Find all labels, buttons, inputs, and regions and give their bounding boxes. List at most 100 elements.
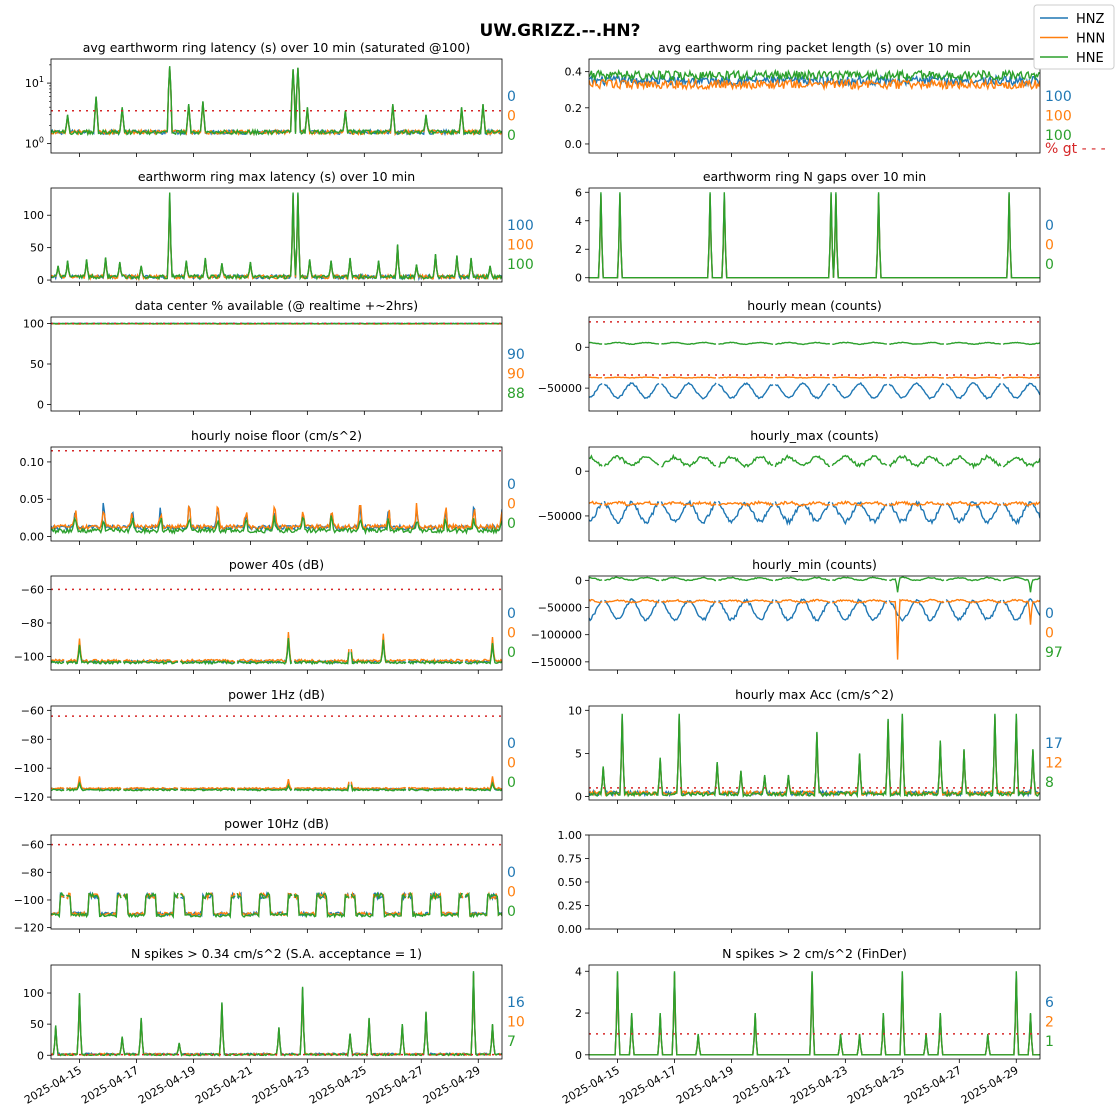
pct-label-HNE: 0 bbox=[507, 516, 516, 532]
pct-label-HNN: 0 bbox=[507, 109, 516, 125]
panel-title: earthworm ring N gaps over 10 min bbox=[703, 169, 926, 184]
x-tick-label: 2025-04-27 bbox=[364, 1064, 426, 1107]
pct-label-HNN: 10 bbox=[507, 1015, 525, 1031]
y-tick-label: 0 bbox=[575, 272, 582, 285]
y-tick-label: −50000 bbox=[538, 382, 582, 395]
panel-p13: 0.00 0.25 0.50 0.75 1.00 bbox=[558, 829, 1041, 936]
pct-label-HNE: 7 bbox=[507, 1034, 516, 1050]
y-tick-label: 50 bbox=[30, 358, 44, 371]
legend: HNZ HNN HNE bbox=[1033, 4, 1115, 70]
y-tick-label: 0.50 bbox=[558, 876, 583, 889]
panel-title: hourly_max (counts) bbox=[750, 428, 879, 443]
panel-title: N spikes > 0.34 cm/s^2 (S.A. acceptance … bbox=[131, 946, 422, 961]
y-tick-label: −80 bbox=[21, 617, 44, 630]
panels: avg earthworm ring latency (s) over 10 m… bbox=[14, 40, 1072, 1107]
y-tick-label: 0.10 bbox=[20, 456, 45, 469]
plot-area bbox=[589, 68, 1040, 91]
series-line-HNE bbox=[589, 341, 1040, 346]
series-line-HNE bbox=[51, 515, 502, 536]
plot-area bbox=[589, 192, 1040, 279]
x-tick-label: 2025-04-21 bbox=[193, 1064, 255, 1107]
panel-p5: hourly mean (counts) −50000 0 bbox=[538, 298, 1041, 415]
y-tick-label: 0.05 bbox=[20, 493, 45, 506]
plot-area bbox=[589, 453, 1040, 526]
y-tick-label: 100 bbox=[23, 317, 44, 330]
panel-frame bbox=[50, 58, 503, 154]
panel-frame bbox=[588, 187, 1041, 283]
series-line-HNN bbox=[51, 974, 502, 1058]
pct-label-HNZ: 0 bbox=[507, 606, 516, 622]
pct-label-HNN: 12 bbox=[1045, 756, 1063, 772]
series-line-HNN bbox=[589, 77, 1040, 91]
y-tick-label: 2 bbox=[575, 243, 582, 256]
y-tick-label: 0 bbox=[575, 341, 582, 354]
y-tick-label: 0.4 bbox=[565, 66, 583, 79]
y-tick-label: −100000 bbox=[531, 629, 582, 642]
panel-title: avg earthworm ring latency (s) over 10 m… bbox=[83, 40, 470, 55]
panel-frame bbox=[50, 446, 503, 542]
panel-p4: data center % available (@ realtime +~2h… bbox=[23, 298, 525, 415]
plot-area bbox=[589, 713, 1040, 799]
y-tick-label: 0 bbox=[37, 399, 44, 412]
panel-frame bbox=[50, 964, 503, 1060]
series-line-HNN bbox=[51, 502, 502, 532]
series-line-HNE bbox=[51, 192, 502, 282]
x-tick-label: 2025-04-25 bbox=[307, 1064, 369, 1107]
panel-frame bbox=[50, 187, 503, 283]
y-tick-label: −80 bbox=[21, 866, 44, 879]
pct-label-HNN: 90 bbox=[507, 367, 525, 383]
pct-label-HNZ: 17 bbox=[1045, 736, 1063, 752]
x-tick-label: 2025-04-23 bbox=[788, 1064, 850, 1107]
pct-label-HNE: 0 bbox=[507, 904, 516, 920]
pct-label-HNZ: 16 bbox=[507, 995, 525, 1011]
plot-area bbox=[51, 843, 502, 919]
pct-label-HNN: 100 bbox=[1045, 109, 1072, 125]
series-line-HNE bbox=[51, 971, 502, 1058]
pct-label-HNE: 88 bbox=[507, 386, 525, 402]
plot-area bbox=[51, 322, 502, 325]
y-tick-label: −60 bbox=[21, 839, 44, 852]
y-tick-label: −60 bbox=[21, 704, 44, 717]
x-tick-label: 2025-04-27 bbox=[902, 1064, 964, 1107]
series-line-HNN bbox=[589, 376, 1040, 379]
y-tick-label: −120 bbox=[14, 922, 44, 935]
panel-p0: avg earthworm ring latency (s) over 10 m… bbox=[25, 40, 516, 157]
x-tick-label: 2025-04-17 bbox=[79, 1064, 141, 1107]
panel-title: hourly mean (counts) bbox=[747, 298, 881, 313]
pct-label-HNN: 0 bbox=[507, 756, 516, 772]
panel-title: data center % available (@ realtime +~2h… bbox=[135, 298, 418, 313]
pct-label-HNZ: 0 bbox=[507, 89, 516, 105]
pct-label-HNZ: 100 bbox=[1045, 89, 1072, 105]
pct-label-HNE: 1 bbox=[1045, 1034, 1054, 1050]
pct-label-HNN: 0 bbox=[507, 885, 516, 901]
y-tick-label: −80 bbox=[21, 733, 44, 746]
x-tick-label: 2025-04-15 bbox=[560, 1064, 622, 1107]
series-line-HNE bbox=[51, 66, 502, 137]
plot-area bbox=[589, 321, 1040, 400]
pct-label-HNZ: 0 bbox=[1045, 218, 1054, 234]
panel-p8: power 40s (dB) −100 −80 −60 0 0 0 bbox=[14, 557, 516, 674]
plot-area bbox=[51, 192, 502, 282]
panel-p1: avg earthworm ring packet length (s) ove… bbox=[565, 40, 1072, 157]
plot-area bbox=[589, 971, 1040, 1056]
series-line-HNZ bbox=[589, 193, 1040, 279]
panel-frame bbox=[50, 575, 503, 671]
y-tick-label: 50 bbox=[30, 242, 44, 255]
pct-label-HNE: 0 bbox=[507, 645, 516, 661]
x-tick-label: 2025-04-29 bbox=[959, 1064, 1021, 1107]
y-tick-label: 0 bbox=[575, 791, 582, 804]
pct-label-HNZ: 0 bbox=[507, 865, 516, 881]
panel-frame bbox=[588, 964, 1041, 1060]
pct-label-HNE: 0 bbox=[507, 128, 516, 144]
panel-title: power 40s (dB) bbox=[229, 557, 324, 572]
y-tick-label: 5 bbox=[575, 747, 582, 760]
y-tick-label: 0 bbox=[575, 465, 582, 478]
panel-title: earthworm ring max latency (s) over 10 m… bbox=[138, 169, 415, 184]
y-tick-label: 4 bbox=[575, 965, 582, 978]
y-tick-label: −120 bbox=[14, 791, 44, 804]
panel-p9: hourly_min (counts) −150000 −100000 −50000 0… bbox=[531, 557, 1063, 674]
y-tick-label: −60 bbox=[21, 583, 44, 596]
series-line-HNE bbox=[589, 576, 1040, 593]
series-line-HNE bbox=[51, 782, 502, 793]
